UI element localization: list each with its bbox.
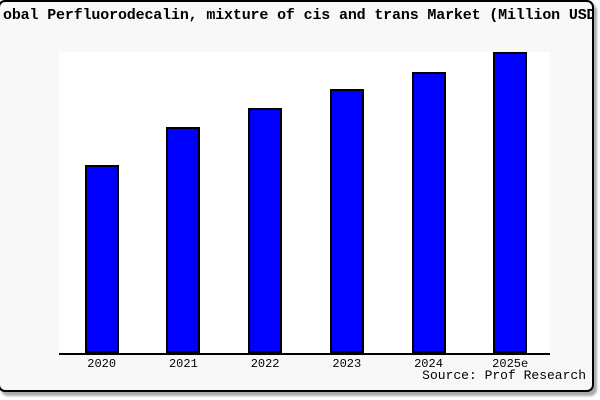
- x-tick-label-2023: 2023: [332, 357, 362, 371]
- x-tick-label-2020: 2020: [87, 357, 117, 371]
- plot-area: [59, 52, 550, 355]
- bar-2020: [84, 164, 119, 353]
- bar-2024: [411, 71, 446, 353]
- x-tick-label-2021: 2021: [168, 357, 198, 371]
- bar-2022: [248, 107, 283, 353]
- x-tick-label-2022: 2022: [250, 357, 280, 371]
- source-credit: Source: Prof Research: [422, 368, 586, 383]
- bar-2023: [329, 89, 364, 353]
- bar-2025e: [493, 52, 528, 353]
- chart-card: obal Perfluorodecalin, mixture of cis an…: [0, 0, 594, 392]
- bar-2021: [166, 126, 201, 353]
- chart-title: obal Perfluorodecalin, mixture of cis an…: [3, 7, 594, 24]
